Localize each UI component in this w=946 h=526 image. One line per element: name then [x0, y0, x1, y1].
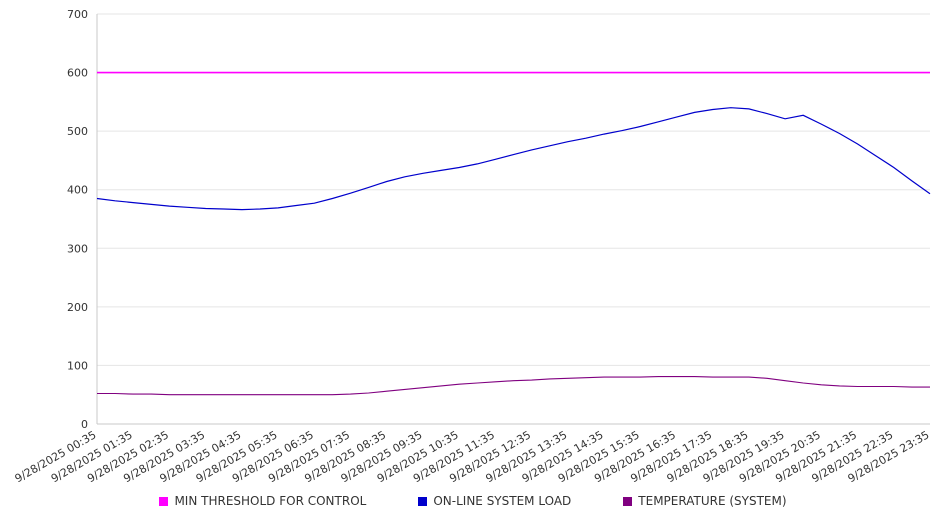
- chart-legend: MIN THRESHOLD FOR CONTROL ON-LINE SYSTEM …: [0, 494, 946, 508]
- y-axis-tick-label: 100: [67, 359, 88, 372]
- legend-label-min-threshold: MIN THRESHOLD FOR CONTROL: [174, 494, 367, 508]
- series-line-system-load: [96, 107, 931, 211]
- legend-item-system-load[interactable]: ON-LINE SYSTEM LOAD: [418, 494, 571, 508]
- legend-label-system-load: ON-LINE SYSTEM LOAD: [433, 494, 572, 508]
- y-axis-tick-label: 300: [67, 242, 88, 255]
- y-axis-tick-label: 500: [67, 125, 88, 138]
- legend-item-temperature[interactable]: TEMPERATURE (SYSTEM): [623, 494, 787, 508]
- series-line-temperature: [97, 376, 930, 396]
- legend-item-min-threshold[interactable]: MIN THRESHOLD FOR CONTROL: [159, 494, 366, 508]
- y-axis-tick-label: 600: [67, 67, 88, 80]
- legend-swatch-temperature: [623, 496, 633, 506]
- y-axis-tick-label: 400: [67, 184, 88, 197]
- legend-label-temperature: TEMPERATURE (SYSTEM): [638, 494, 787, 508]
- legend-swatch-system-load: [418, 496, 428, 506]
- y-axis-tick-label: 200: [67, 301, 88, 314]
- y-axis-tick-label: 0: [81, 418, 88, 431]
- y-axis-tick-label: 700: [67, 8, 88, 21]
- legend-swatch-min-threshold: [159, 496, 169, 506]
